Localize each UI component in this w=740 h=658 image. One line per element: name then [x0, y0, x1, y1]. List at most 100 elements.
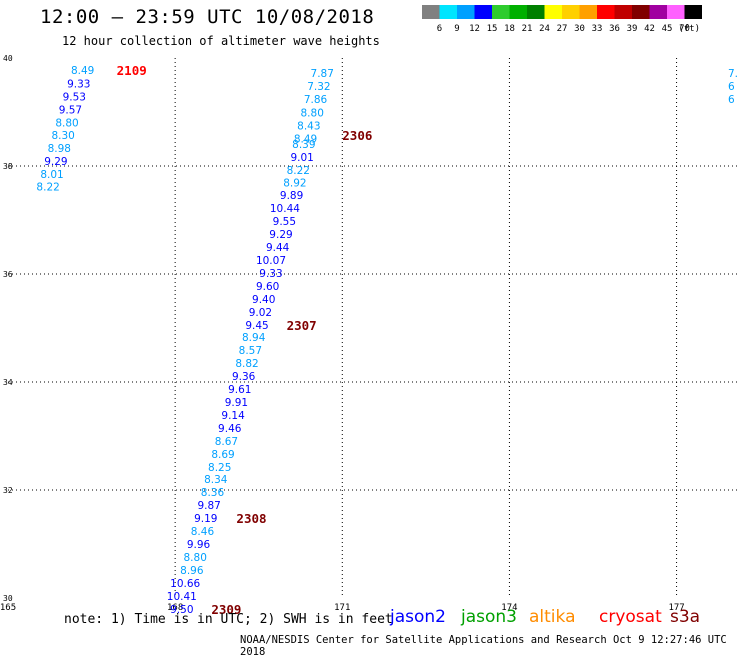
wave-height-value: 9.36 — [232, 371, 256, 383]
x-tick-label: 171 — [334, 603, 350, 613]
wave-height-value: 6 — [728, 94, 735, 106]
wave-height-value: 9.61 — [228, 384, 251, 396]
wave-height-value: 9.14 — [221, 410, 245, 422]
wave-height-value: 8.82 — [235, 358, 258, 370]
wave-height-value: 9.40 — [252, 294, 275, 306]
pass-time-label: 2309 — [211, 602, 241, 617]
wave-height-value: 10.41 — [167, 591, 197, 603]
legend-item-cryosat: cryosat — [599, 607, 662, 627]
y-tick-label: 40 — [3, 54, 13, 63]
page-title: 12:00 — 23:59 UTC 10/08/2018 — [40, 6, 375, 28]
color-scale-label: 18 — [504, 24, 515, 34]
color-swatch — [614, 5, 632, 19]
wave-height-value: 8.80 — [301, 108, 324, 120]
wave-height-value: 8.49 — [294, 133, 317, 145]
wave-height-value: 8.43 — [297, 121, 320, 133]
x-tick-label: 165 — [0, 603, 16, 613]
wave-height-value: 8.96 — [180, 565, 204, 577]
wave-height-value: 8.67 — [215, 436, 238, 448]
color-swatch — [632, 5, 650, 19]
wave-height-value: 9.33 — [259, 268, 282, 280]
color-scale-label: 30 — [574, 24, 585, 34]
color-scale-label: 36 — [609, 24, 620, 34]
color-swatch — [562, 5, 580, 19]
wave-height-value: 8.80 — [184, 552, 207, 564]
page-subtitle: 12 hour collection of altimeter wave hei… — [62, 34, 380, 48]
y-tick-label: 36 — [3, 270, 13, 279]
color-scale-label: 42 — [644, 24, 655, 34]
color-swatch — [527, 5, 545, 19]
x-tick-label: 174 — [501, 603, 517, 613]
wave-height-value: 8.30 — [51, 130, 74, 142]
color-swatch — [597, 5, 615, 19]
wave-height-value: 9.60 — [256, 281, 279, 293]
wave-height-value: 8.92 — [283, 178, 306, 190]
color-scale-label: 6 — [437, 24, 442, 34]
wave-height-value: 8.49 — [71, 65, 94, 77]
color-swatch — [457, 5, 475, 19]
footer-credit: NOAA/NESDIS Center for Satellite Applica… — [240, 634, 727, 658]
color-scale-label: 70 — [679, 24, 690, 34]
y-tick-label: 32 — [3, 486, 13, 495]
wave-height-value: 10.44 — [270, 203, 300, 215]
color-swatch — [649, 5, 667, 19]
wave-height-value: 9.01 — [290, 152, 313, 164]
color-scale-unit: (ft) — [678, 24, 700, 34]
color-swatch — [579, 5, 597, 19]
color-swatch — [509, 5, 527, 19]
wave-height-value: 6 — [728, 81, 735, 93]
color-scale-label: 9 — [454, 24, 459, 34]
wave-height-value: 7.32 — [307, 81, 330, 93]
pass-time-label: 2308 — [236, 511, 266, 526]
wave-height-value: 8.39 — [292, 139, 315, 151]
wave-height-value: 9.53 — [63, 91, 86, 103]
wave-height-value: 9.02 — [249, 307, 272, 319]
color-scale-label: 24 — [539, 24, 550, 34]
x-tick-label: 168 — [167, 603, 183, 613]
wave-height-value: 8.36 — [201, 487, 225, 499]
wave-height-value: 9.33 — [67, 78, 90, 90]
wave-height-value: 8.69 — [211, 449, 234, 461]
wave-height-value: 9.91 — [225, 397, 248, 409]
wave-height-value: 10.66 — [170, 578, 200, 590]
wave-height-value: 8.57 — [239, 345, 262, 357]
legend-item-altika: altika — [529, 607, 576, 627]
color-swatch — [492, 5, 510, 19]
wave-height-value: 7.87 — [311, 68, 334, 80]
wave-height-value: 8.25 — [208, 462, 231, 474]
color-swatch — [684, 5, 702, 19]
wave-height-value: 8.94 — [242, 332, 266, 344]
wave-height-value: 9.19 — [194, 513, 217, 525]
wave-height-value: 9.87 — [197, 500, 220, 512]
wave-height-value: 8.80 — [55, 117, 78, 129]
color-scale-label: 33 — [592, 24, 603, 34]
x-tick-label: 177 — [668, 603, 684, 613]
wave-height-value: 8.46 — [191, 526, 215, 538]
wave-height-value: 9.50 — [170, 604, 193, 616]
wave-height-value: 8.34 — [204, 474, 228, 486]
wave-height-value: 9.96 — [187, 539, 211, 551]
pass-time-label: 2306 — [342, 128, 372, 143]
pass-time-label: 2307 — [287, 318, 317, 333]
wave-height-value: 8.22 — [36, 182, 59, 194]
legend-item-jason2: jason2 — [390, 607, 446, 627]
legend-item-jason3: jason3 — [461, 607, 517, 627]
wave-height-value: 9.29 — [44, 156, 67, 168]
color-swatch — [439, 5, 457, 19]
wave-height-value: 8.98 — [48, 143, 71, 155]
wave-height-value: 9.57 — [59, 104, 82, 116]
wave-height-value: 9.55 — [273, 216, 296, 228]
wave-height-value: 9.29 — [269, 229, 292, 241]
wave-height-value: 8.01 — [40, 169, 63, 181]
wave-height-value: 9.45 — [245, 320, 268, 332]
color-scale-label: 12 — [469, 24, 480, 34]
color-scale-label: 45 — [662, 24, 673, 34]
color-swatch — [667, 5, 685, 19]
y-tick-label: 38 — [3, 162, 13, 171]
legend-item-s3a: s3a — [670, 607, 701, 627]
footer-note: note: 1) Time is in UTC; 2) SWH is in fe… — [64, 612, 393, 627]
color-swatch — [474, 5, 492, 19]
wave-height-value: 9.89 — [280, 190, 303, 202]
color-scale-label: 21 — [522, 24, 533, 34]
wave-height-value: 8.22 — [287, 165, 310, 177]
